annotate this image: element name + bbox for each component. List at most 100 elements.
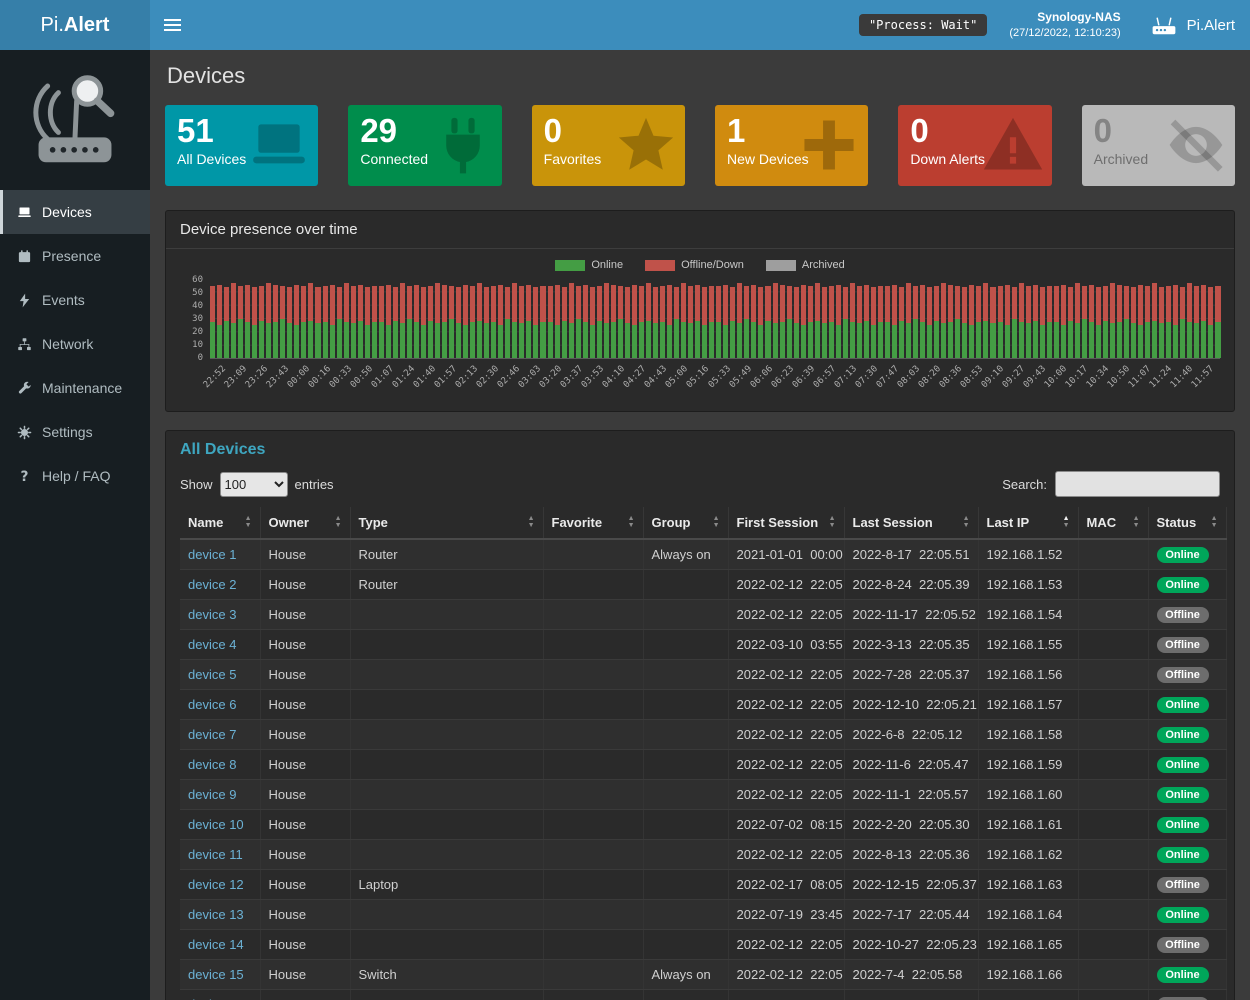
device-link[interactable]: device 6 <box>188 697 237 712</box>
device-link[interactable]: device 7 <box>188 727 237 742</box>
device-link[interactable]: device 15 <box>188 967 244 982</box>
column-header-type[interactable]: Type ▲ ▼ <box>350 507 544 540</box>
device-link[interactable]: device 1 <box>188 547 237 562</box>
sidebar-item-devices[interactable]: Devices <box>0 190 150 234</box>
status-badge: Offline <box>1156 937 1209 953</box>
chart-bar <box>835 284 841 358</box>
chart-bar <box>343 283 349 358</box>
x-tick-label: 06:39 <box>790 364 817 391</box>
chart-bar <box>252 287 258 358</box>
cell-owner: House <box>260 599 351 630</box>
navbar-brand[interactable]: Pi.Alert <box>1149 12 1235 38</box>
stat-card-archived[interactable]: 0 Archived <box>1081 105 1235 186</box>
chart-bar <box>224 287 230 358</box>
chart-bar <box>1166 286 1172 358</box>
sidebar-item-events[interactable]: Events <box>0 278 150 322</box>
cell-owner: House <box>260 929 351 960</box>
table-row: device 8 House 2022-02-12 22:05 2022-11-6 2… <box>180 749 1227 780</box>
stat-card-connected[interactable]: 29 Connected <box>348 105 502 186</box>
chart-bar <box>420 287 426 358</box>
search-input[interactable] <box>1055 471 1220 497</box>
legend-swatch <box>555 259 586 271</box>
x-tick-label: 11:07 <box>1127 364 1154 391</box>
x-tick-label: 07:13 <box>832 364 859 391</box>
host-info: Synology-NAS (27/12/2022, 12:10:23) <box>1009 9 1120 40</box>
device-link[interactable]: device 3 <box>188 607 237 622</box>
entries-select[interactable]: 100 <box>219 471 288 497</box>
chart-bar <box>385 284 391 358</box>
cell-owner: House <box>260 839 351 870</box>
process-status-badge: "Process: Wait" <box>858 14 988 36</box>
sidebar-item-presence[interactable]: Presence <box>0 234 150 278</box>
device-link[interactable]: device 16 <box>188 997 244 1000</box>
cell-group: Always on <box>643 959 729 990</box>
sidebar-toggle-button[interactable] <box>150 0 194 50</box>
cell-favorite <box>543 929 644 960</box>
device-link[interactable]: device 13 <box>188 907 244 922</box>
cell-owner: House <box>260 989 351 1000</box>
chart-bar <box>1152 283 1158 358</box>
device-link[interactable]: device 9 <box>188 787 237 802</box>
device-link[interactable]: device 5 <box>188 667 237 682</box>
cell-owner: House <box>260 959 351 990</box>
cell-mac <box>1078 869 1149 900</box>
device-link[interactable]: device 4 <box>188 637 237 652</box>
column-header-last-ip[interactable]: Last IP ▲ ▼ <box>978 507 1079 540</box>
sort-icon: ▲ ▼ <box>828 514 836 529</box>
column-header-owner[interactable]: Owner ▲ ▼ <box>260 507 351 540</box>
chart-bar <box>624 287 630 358</box>
sort-icon: ▲ ▼ <box>962 514 970 529</box>
sidebar-item-help-faq[interactable]: ? Help / FAQ <box>0 454 150 498</box>
column-label: Last IP <box>986 515 1030 530</box>
column-header-status[interactable]: Status ▲ ▼ <box>1148 507 1227 540</box>
sidebar-item-settings[interactable]: Settings <box>0 410 150 454</box>
hamburger-icon <box>163 19 181 21</box>
column-header-first-session[interactable]: First Session ▲ ▼ <box>728 507 845 540</box>
x-tick-label: 03:20 <box>538 364 565 391</box>
device-link[interactable]: device 2 <box>188 577 237 592</box>
x-tick-label: 09:27 <box>1000 364 1028 391</box>
chart-bar <box>751 284 757 358</box>
cell-last-ip: 192.168.1.58 <box>978 719 1079 750</box>
cell-mac <box>1078 629 1149 660</box>
device-link[interactable]: device 10 <box>188 817 244 832</box>
app-logo[interactable]: Pi. Alert <box>0 0 150 50</box>
chart-bar <box>772 283 778 358</box>
stat-label: Connected <box>360 151 429 168</box>
column-header-mac[interactable]: MAC ▲ ▼ <box>1078 507 1149 540</box>
device-link[interactable]: device 14 <box>188 937 244 952</box>
laptop-icon <box>17 205 32 220</box>
x-tick-label: 04:10 <box>601 364 628 391</box>
chart-bar <box>1081 286 1087 358</box>
stat-card-down-alerts[interactable]: 0 Down Alerts <box>898 105 1052 186</box>
cell-favorite <box>543 959 644 990</box>
chart-bar <box>927 287 933 358</box>
column-header-favorite[interactable]: Favorite ▲ ▼ <box>543 507 644 540</box>
gear-icon <box>17 425 32 440</box>
stat-card-all-devices[interactable]: 51 All Devices <box>165 105 319 186</box>
cell-last-ip: 192.168.1.57 <box>978 689 1079 720</box>
stat-card-favorites[interactable]: 0 Favorites <box>531 105 685 186</box>
device-link[interactable]: device 11 <box>188 847 243 862</box>
column-header-group[interactable]: Group ▲ ▼ <box>643 507 729 540</box>
x-tick-label: 08:36 <box>937 364 965 391</box>
stat-card-new-devices[interactable]: 1 New Devices <box>714 105 869 186</box>
pialert-logo-graphic <box>0 50 150 190</box>
sidebar-item-maintenance[interactable]: Maintenance <box>0 366 150 410</box>
show-entries-label: Show <box>180 476 213 492</box>
wrench-icon <box>17 381 32 396</box>
cell-owner: House <box>260 659 351 690</box>
device-link[interactable]: device 8 <box>188 757 237 772</box>
chart-bar <box>378 286 384 358</box>
laptop-icon <box>248 114 310 176</box>
chart-bar <box>962 287 968 358</box>
column-header-name[interactable]: Name ▲ ▼ <box>180 507 261 540</box>
cell-favorite <box>543 869 644 900</box>
cell-group <box>643 569 729 600</box>
device-link[interactable]: device 12 <box>188 877 244 892</box>
sidebar-item-network[interactable]: Network <box>0 322 150 366</box>
chart-bar <box>800 284 806 358</box>
cell-favorite <box>543 659 644 690</box>
cell-first-session: 2022-07-19 23:45 <box>728 899 845 930</box>
column-header-last-session[interactable]: Last Session ▲ ▼ <box>844 507 979 540</box>
